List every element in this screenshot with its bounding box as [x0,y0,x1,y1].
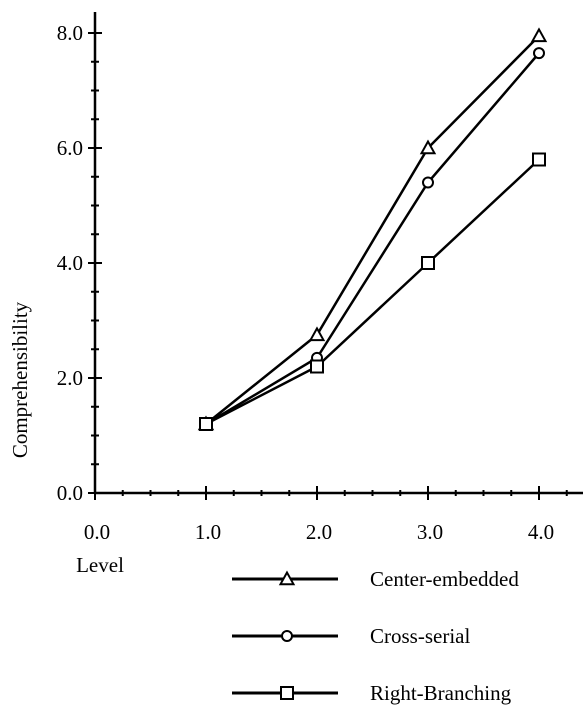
legend-item: Right-Branching [232,681,512,705]
data-point-triangle [308,326,326,342]
series-circle [200,47,545,430]
legend-label: Right-Branching [370,681,512,705]
legend-marker-square [280,686,294,700]
data-point-square [310,359,324,374]
x-tick-label: 1.0 [195,520,221,544]
legend-marker-triangle [278,570,296,586]
series-square [199,152,546,431]
x-tick-label: 3.0 [417,520,443,544]
data-point-circle [422,176,434,189]
y-tick-label: 2.0 [57,366,83,390]
series-layer [197,27,548,431]
data-point-triangle [530,27,548,43]
x-axis-title: Level [76,553,124,577]
data-point-triangle [419,139,437,155]
series-line [205,52,540,426]
legend-label: Center-embedded [370,567,519,591]
y-tick-label: 4.0 [57,251,83,275]
data-point-square [199,417,213,431]
series-line [205,34,540,425]
y-axis-title: Comprehensibility [8,301,32,458]
y-tick-label: 0.0 [57,481,83,505]
x-tick-label: 0.0 [84,520,110,544]
x-tick-label: 4.0 [528,520,554,544]
series-triangle [197,27,548,431]
data-point-square [421,256,435,270]
series-line [205,158,540,426]
legend-item: Center-embedded [232,567,519,591]
y-tick-label: 6.0 [57,136,83,160]
legend-label: Cross-serial [370,624,470,648]
axes [93,12,583,495]
y-tick-label: 8.0 [57,21,83,45]
data-point-square [532,152,546,167]
legend-marker-circle [281,630,293,642]
x-tick-label: 2.0 [306,520,332,544]
data-point-circle [533,47,545,60]
legend: Center-embedded Cross-serial Right-Branchi… [232,567,519,705]
axis-ticks: 0.0 2.0 4.0 6.0 8.0 0.0 1.0 2.0 3.0 4.0 [57,21,568,544]
legend-item: Cross-serial [232,624,470,648]
